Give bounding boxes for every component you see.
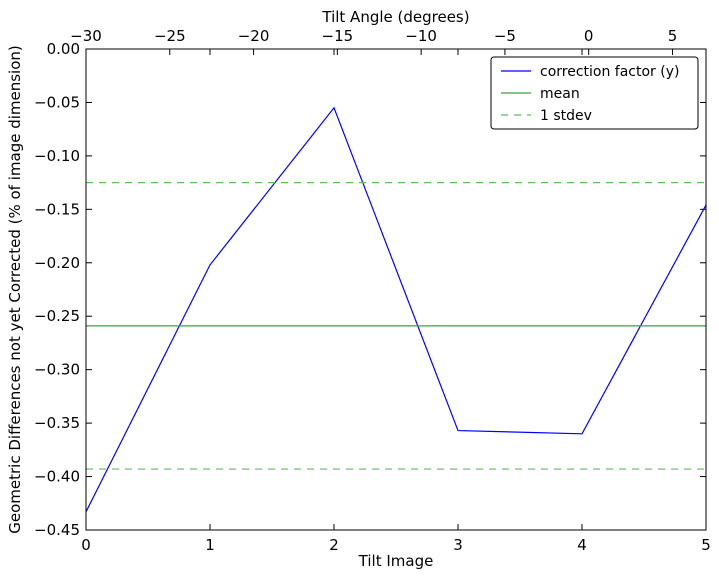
x-tick-label: 3: [453, 536, 463, 554]
x-tick-label: 1: [205, 536, 215, 554]
x-tick-label: 4: [577, 536, 587, 554]
legend-label: mean: [540, 86, 580, 102]
x2-tick-label: −30: [70, 27, 102, 45]
x2-tick-label: −25: [154, 27, 186, 45]
y-tick-label: 0.00: [47, 40, 80, 58]
y-tick-label: −0.45: [34, 521, 80, 539]
y-axis-title: Geometric Differences not yet Corrected …: [6, 45, 24, 534]
series-layer: [85, 106, 707, 513]
x2-tick-label: 5: [668, 27, 678, 45]
y-tick-label: −0.05: [34, 93, 80, 111]
y-tick-label: −0.35: [34, 414, 80, 432]
x-axis-title: Tilt Image: [358, 552, 434, 570]
y-tick-label: −0.30: [34, 361, 80, 379]
x2-tick-label: −20: [238, 27, 270, 45]
ticks-layer: 0 1 2 3 4 5 −30 −25 −20 −15 −10 −5 0 5 0.00 −0.05 −0.10 −…: [34, 27, 711, 554]
y-tick-label: −0.40: [34, 468, 80, 486]
x2-tick-label: −5: [494, 27, 516, 45]
x2-tick-label: 0: [584, 27, 594, 45]
x2-tick-label: −15: [322, 27, 354, 45]
x2-axis-title: Tilt Angle (degrees): [321, 8, 469, 26]
legend-label: correction factor (y): [540, 64, 679, 80]
x-tick-label: 0: [81, 536, 91, 554]
legend-label: 1 stdev: [540, 108, 592, 124]
x-tick-label: 5: [701, 536, 711, 554]
legend: correction factor (y) mean 1 stdev: [490, 56, 699, 130]
legend-box: [490, 56, 699, 130]
x2-tick-label: −10: [405, 27, 437, 45]
x-tick-label: 2: [329, 536, 339, 554]
plot-frame: [85, 48, 707, 531]
y-tick-label: −0.15: [34, 200, 80, 218]
series-line-correction-factor-y: [85, 106, 707, 513]
y-tick-label: −0.10: [34, 147, 80, 165]
y-tick-label: −0.25: [34, 307, 80, 325]
y-tick-label: −0.20: [34, 254, 80, 272]
